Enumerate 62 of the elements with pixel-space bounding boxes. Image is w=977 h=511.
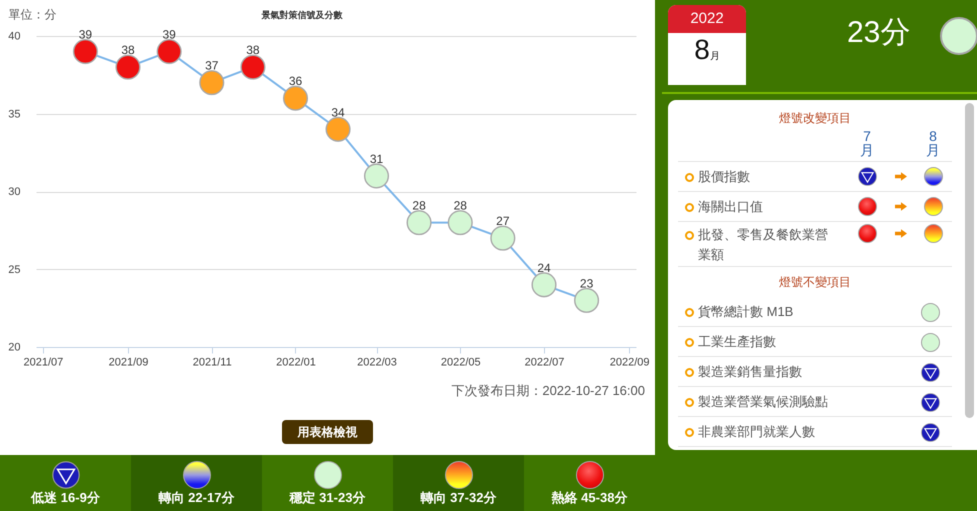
chart-title: 景氣對策信號及分數 [260, 10, 344, 20]
point [364, 163, 390, 188]
point [199, 70, 224, 96]
text: 批發、零售及餐飲業營業額 [698, 226, 829, 264]
text: 23分 [847, 15, 910, 51]
data-label: 28 [454, 198, 468, 213]
x-tick-label: 2022/05 [440, 356, 481, 368]
y-tick-label: 30 [8, 186, 20, 198]
text: 7月 [860, 128, 874, 158]
button[interactable]: 用表格檢視 [282, 420, 373, 444]
data-label: 31 [370, 152, 384, 166]
y-axis-title: 單位：分 [8, 8, 56, 22]
data-label: 36 [288, 74, 302, 88]
point [240, 54, 266, 80]
x-tick-label: 2021/11 [192, 356, 232, 368]
point [115, 54, 141, 80]
point [326, 116, 351, 142]
text: 海關出口值 [698, 198, 764, 216]
data-label: 34 [331, 105, 346, 120]
point [156, 39, 182, 64]
y-tick-label: 20 [8, 342, 20, 354]
text: 轉向 37-32分 [420, 489, 498, 507]
calendar-icon: 2022 8月 [668, 5, 746, 85]
y-tick-label: 35 [8, 108, 20, 120]
data-label: 24 [537, 260, 552, 275]
point [490, 226, 516, 251]
data-label: 27 [496, 214, 510, 228]
data-label: 23 [580, 276, 594, 290]
text: 低迷 16-9分 [30, 489, 101, 507]
y-tick-label: 25 [8, 264, 20, 276]
x-tick-label: 2022/01 [276, 356, 316, 368]
data-label: 28 [412, 198, 426, 213]
text: 8月 [926, 128, 940, 158]
data-label: 38 [121, 43, 135, 58]
x-tick-label: 2022/07 [524, 356, 564, 368]
text: 下次發布日期：2022-10-27 16:00 [451, 382, 645, 400]
text: 製造業營業氣候測驗點 [698, 393, 829, 411]
x-tick-label: 2022/03 [357, 356, 397, 368]
data-label: 37 [205, 58, 219, 73]
text: 轉向 22-17分 [158, 489, 236, 507]
text: 熱絡 45-38分 [550, 489, 628, 507]
text: 貨幣總計數 M1B [698, 303, 794, 321]
text: 股價指數 [698, 168, 751, 186]
point [72, 39, 98, 64]
point [406, 210, 432, 236]
text: 燈號不變項目 [779, 274, 851, 290]
x-tick-label: 2021/07 [23, 356, 64, 368]
point [282, 86, 308, 111]
x-tick-label: 2021/09 [108, 356, 148, 368]
y-tick-label: 40 [8, 30, 20, 42]
text: 非農業部門就業人數 [698, 423, 816, 441]
point [531, 272, 557, 298]
point [448, 210, 473, 236]
data-label: 39 [162, 28, 176, 42]
data-label: 38 [246, 43, 260, 58]
text: 工業生產指數 [698, 333, 777, 351]
x-tick-label: 2022/09 [610, 356, 650, 368]
data-label: 39 [78, 28, 92, 42]
text: 製造業銷售量指數 [698, 363, 803, 381]
text: 燈號改變項目 [779, 110, 851, 126]
point [574, 288, 600, 313]
text: 穩定 31-23分 [288, 489, 366, 507]
